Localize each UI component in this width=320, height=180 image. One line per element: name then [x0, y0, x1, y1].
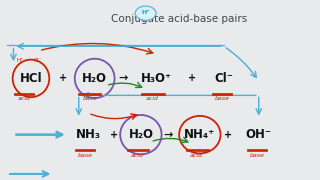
Text: base: base	[250, 153, 265, 158]
Text: acid: acid	[131, 153, 144, 158]
Text: acid: acid	[146, 96, 158, 102]
Text: H₂O: H₂O	[82, 72, 107, 85]
Text: NH₃: NH₃	[76, 128, 101, 141]
Text: →: →	[163, 130, 173, 140]
Text: H₃O⁺: H₃O⁺	[141, 72, 172, 85]
Text: H⁺: H⁺	[141, 10, 150, 15]
Text: base: base	[215, 96, 230, 102]
Text: Conjugate acid-base pairs: Conjugate acid-base pairs	[111, 14, 247, 24]
Text: +: +	[224, 130, 233, 140]
Text: +: +	[59, 73, 67, 83]
Text: base: base	[83, 96, 97, 102]
Text: +: +	[188, 73, 196, 83]
Text: H₂O: H₂O	[128, 128, 153, 141]
Text: OH⁻: OH⁻	[246, 128, 272, 141]
Text: NH₄⁺: NH₄⁺	[184, 128, 215, 141]
Text: H⁺: H⁺	[141, 10, 150, 15]
Text: HCl: HCl	[20, 72, 42, 85]
Text: base: base	[78, 153, 92, 158]
Text: +: +	[110, 130, 118, 140]
Text: acid: acid	[18, 96, 31, 102]
Text: Cl⁻: Cl⁻	[214, 72, 233, 85]
Text: Cl⁻: Cl⁻	[34, 58, 42, 63]
Text: →: →	[119, 73, 128, 83]
Text: H⁺: H⁺	[17, 58, 24, 63]
Ellipse shape	[135, 6, 156, 20]
Text: acid: acid	[190, 153, 203, 158]
